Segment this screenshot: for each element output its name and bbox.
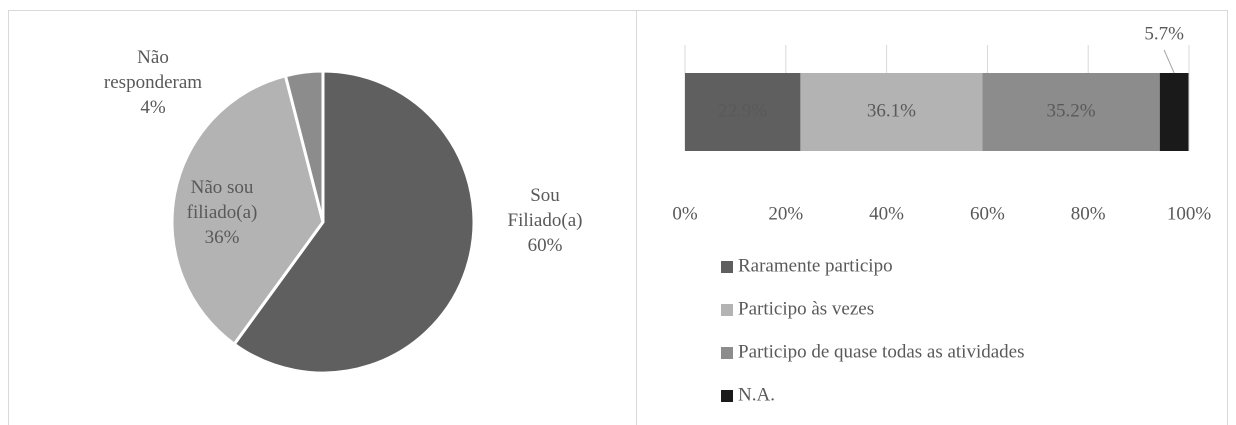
value-label: 4% bbox=[140, 97, 166, 118]
value-label: 35.2% bbox=[1047, 100, 1096, 121]
leader-line bbox=[1163, 49, 1175, 74]
category-label: Não sou filiado(a) bbox=[186, 177, 258, 223]
legend-label: N.A. bbox=[738, 384, 775, 405]
legend-swatch bbox=[721, 347, 733, 359]
legend-label: Participo às vezes bbox=[738, 298, 874, 319]
x-tick-label: 20% bbox=[768, 203, 803, 224]
x-tick-label: 40% bbox=[869, 203, 904, 224]
x-tick-label: 100% bbox=[1167, 203, 1212, 224]
x-tick-label: 60% bbox=[970, 203, 1005, 224]
x-tick-label: 0% bbox=[672, 203, 698, 224]
legend-swatch bbox=[721, 261, 733, 273]
pie-label: Sou Filiado(a) 60% bbox=[500, 183, 590, 258]
legend-swatch bbox=[721, 304, 733, 316]
value-label: 5.7% bbox=[1144, 23, 1184, 44]
frame bbox=[8, 10, 1228, 425]
pie-slice bbox=[232, 69, 476, 375]
x-tick-label: 80% bbox=[1071, 203, 1106, 224]
value-label: 60% bbox=[527, 235, 563, 256]
bar-segment bbox=[982, 73, 1160, 151]
pie-slice bbox=[170, 73, 325, 347]
bar-segment bbox=[800, 73, 983, 151]
pie-label: Não responderam 4% bbox=[88, 45, 218, 120]
value-label: 36% bbox=[204, 227, 240, 248]
value-label: 22.9% bbox=[718, 100, 767, 121]
category-label: Não responderam bbox=[103, 47, 203, 93]
legend-swatch bbox=[721, 390, 733, 402]
bar-segment bbox=[685, 73, 801, 151]
legend-label: Raramente participo bbox=[738, 255, 893, 276]
bar-segment bbox=[1159, 73, 1189, 151]
pie-slice bbox=[283, 69, 325, 223]
value-label: 36.1% bbox=[867, 100, 916, 121]
legend-label: Participo de quase todas as atividades bbox=[738, 341, 1025, 362]
pie-label: Não sou filiado(a) 36% bbox=[162, 175, 282, 250]
category-label: Sou Filiado(a) bbox=[507, 185, 583, 231]
